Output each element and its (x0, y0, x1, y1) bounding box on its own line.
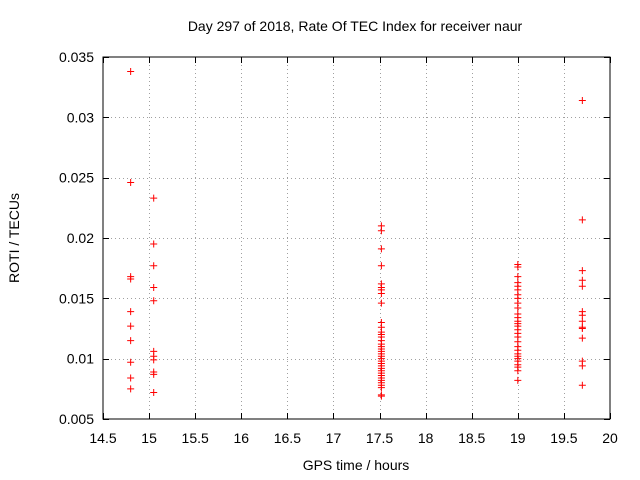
data-point-marker (127, 275, 135, 283)
data-point-marker (150, 356, 158, 364)
data-point-marker (127, 178, 135, 186)
x-tick-label: 14.5 (89, 430, 116, 446)
y-tick-label: 0.03 (67, 109, 94, 125)
x-tick-label: 15.5 (182, 430, 209, 446)
x-tick-label: 18 (418, 430, 434, 446)
data-point-marker (578, 362, 586, 370)
x-tick-label: 20 (602, 430, 618, 446)
x-tick-label: 17.5 (366, 430, 393, 446)
data-point-marker (377, 299, 385, 307)
data-point-marker (127, 322, 135, 330)
data-point-marker (150, 297, 158, 305)
data-point-marker (578, 282, 586, 290)
data-point-marker (514, 367, 522, 375)
x-tick-label: 15 (141, 430, 157, 446)
data-point-marker (377, 290, 385, 298)
y-axis-label: ROTI / TECUs (6, 193, 22, 283)
data-point-marker (514, 376, 522, 384)
data-point-marker (578, 334, 586, 342)
data-point-marker (150, 240, 158, 248)
x-tick-label: 16.5 (274, 430, 301, 446)
data-point-marker (377, 245, 385, 253)
x-axis-label: GPS time / hours (303, 457, 410, 473)
data-point-marker (578, 276, 586, 284)
data-point-marker (127, 358, 135, 366)
grid-lines (103, 57, 610, 419)
data-point-marker (150, 262, 158, 270)
y-tick-label: 0.015 (59, 290, 94, 306)
data-point-marker (578, 317, 586, 325)
data-point-marker (377, 262, 385, 270)
data-point-marker (514, 273, 522, 281)
y-axis-tick-labels: 0.005 0.01 0.015 0.02 0.025 0.03 0.035 (59, 49, 94, 427)
y-tick-label: 0.005 (59, 411, 94, 427)
x-tick-label: 17 (326, 430, 342, 446)
data-point-marker (514, 263, 522, 271)
data-point-marker (514, 304, 522, 312)
data-point-marker (377, 384, 385, 392)
data-point-marker (150, 370, 158, 378)
y-tick-label: 0.01 (67, 351, 94, 367)
x-tick-label: 18.5 (458, 430, 485, 446)
y-tick-label: 0.02 (67, 230, 94, 246)
data-point-marker (578, 267, 586, 275)
data-point-marker (127, 385, 135, 393)
data-point-marker (377, 392, 385, 400)
x-axis-tick-labels: 14.5 15 15.5 16 16.5 17 17.5 18 18.5 19 19.5 20 (89, 430, 618, 446)
data-point-marker (150, 194, 158, 202)
data-point-marker (127, 308, 135, 316)
data-point-marker (578, 381, 586, 389)
data-points (127, 67, 586, 400)
data-point-marker (127, 374, 135, 382)
x-tick-label: 19.5 (550, 430, 577, 446)
data-point-marker (578, 96, 586, 104)
y-tick-label: 0.035 (59, 49, 94, 65)
x-tick-label: 16 (233, 430, 249, 446)
data-point-marker (578, 311, 586, 319)
chart-title: Day 297 of 2018, Rate Of TEC Index for r… (188, 18, 523, 34)
data-point-marker (127, 337, 135, 345)
data-point-marker (127, 67, 135, 75)
y-tick-label: 0.025 (59, 170, 94, 186)
data-point-marker (578, 216, 586, 224)
data-point-marker (150, 388, 158, 396)
data-point-marker (150, 283, 158, 291)
data-point-marker (377, 227, 385, 235)
axis-ticks (103, 57, 611, 420)
data-point-marker (578, 325, 586, 332)
x-tick-label: 19 (510, 430, 526, 446)
